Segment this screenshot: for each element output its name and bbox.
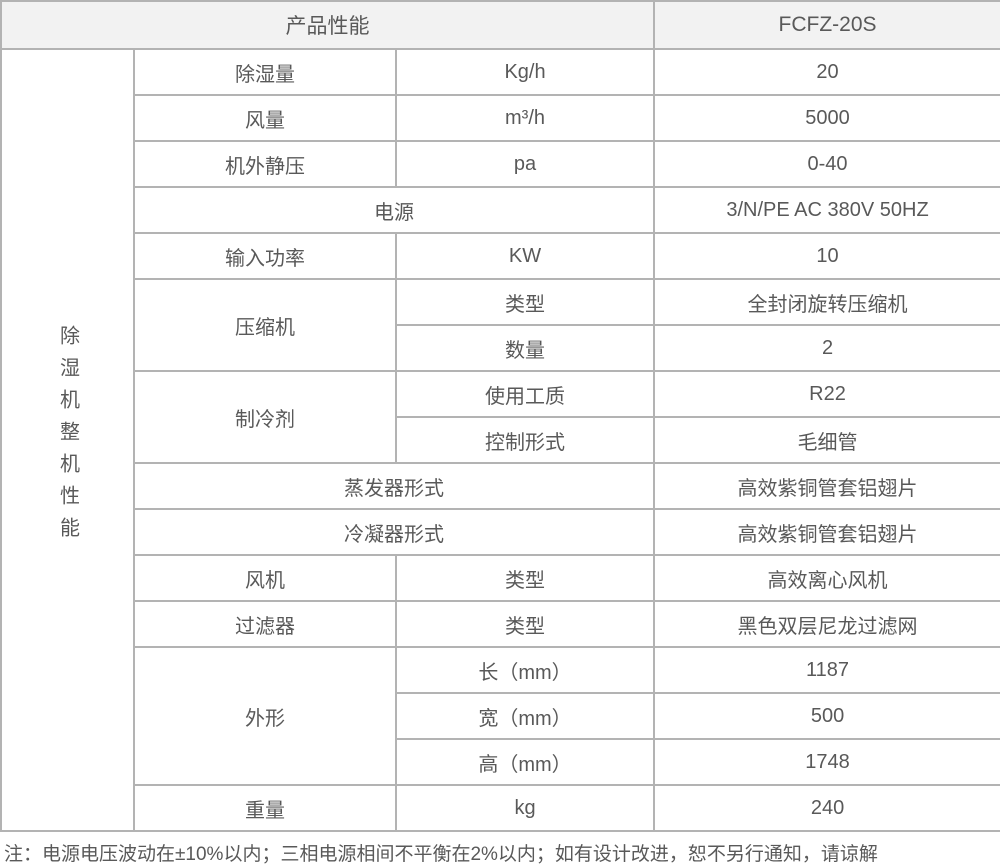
param-value: 240 xyxy=(653,784,1000,832)
header-product-performance: 产品性能 xyxy=(0,0,656,50)
param-label: 风机 xyxy=(133,554,397,602)
table-row: 压缩机 类型 全封闭旋转压缩机 xyxy=(1,278,1000,372)
param-unit: m³/h xyxy=(394,94,656,142)
param-unit: kg xyxy=(394,784,656,832)
param-value: 全封闭旋转压缩机 xyxy=(653,278,1000,326)
param-unit: pa xyxy=(394,140,656,188)
side-category-label: 除湿机整机性能 xyxy=(56,325,79,549)
table-row: 机外静压 pa 0-40 xyxy=(1,140,1000,188)
table-row: 输入功率 KW 10 xyxy=(1,232,1000,280)
param-label: 蒸发器形式 xyxy=(132,462,656,510)
table-row: 重量 kg 240 xyxy=(1,784,1000,832)
param-unit: 高（mm） xyxy=(394,738,656,786)
param-label: 机外静压 xyxy=(133,140,397,188)
param-unit: 类型 xyxy=(394,554,656,602)
param-label: 压缩机 xyxy=(133,278,397,372)
header-model: FCFZ-20S xyxy=(653,0,1000,50)
spec-table: 产品性能 FCFZ-20S 除湿机整机性能 除湿量 Kg/h 20 风量 m³/… xyxy=(0,0,1000,832)
param-label: 过滤器 xyxy=(133,600,397,648)
param-value: 1748 xyxy=(653,738,1000,786)
param-label: 冷凝器形式 xyxy=(132,508,656,556)
param-label: 电源 xyxy=(132,186,656,234)
param-unit: 类型 xyxy=(394,600,656,648)
table-row: 过滤器 类型 黑色双层尼龙过滤网 xyxy=(1,600,1000,648)
table-row: 蒸发器形式 高效紫铜管套铝翅片 xyxy=(1,462,1000,510)
param-value: 3/N/PE AC 380V 50HZ xyxy=(653,186,1000,234)
param-value: 高效离心风机 xyxy=(653,554,1000,602)
param-value: 高效紫铜管套铝翅片 xyxy=(653,462,1000,510)
param-value: 5000 xyxy=(653,94,1000,142)
param-unit: Kg/h xyxy=(394,48,656,96)
param-unit: 宽（mm） xyxy=(394,692,656,740)
param-value: 高效紫铜管套铝翅片 xyxy=(653,508,1000,556)
table-row: 除湿机整机性能 除湿量 Kg/h 20 xyxy=(0,48,1000,832)
table-row: 数量 2 xyxy=(1,324,1000,372)
param-value: 0-40 xyxy=(653,140,1000,188)
param-unit: KW xyxy=(394,232,656,280)
side-category-cell: 除湿机整机性能 xyxy=(0,48,135,832)
table-row: 外形 长（mm） 1187 xyxy=(1,646,1000,786)
header-row: 产品性能 FCFZ-20S xyxy=(0,0,1000,50)
param-value: 毛细管 xyxy=(653,416,1000,464)
param-value: 2 xyxy=(653,324,1000,372)
param-label: 重量 xyxy=(133,784,397,832)
param-label: 制冷剂 xyxy=(133,370,397,464)
param-label: 除湿量 xyxy=(133,48,397,96)
param-value: R22 xyxy=(653,370,1000,418)
param-label: 输入功率 xyxy=(133,232,397,280)
param-unit: 控制形式 xyxy=(394,416,656,464)
param-value: 10 xyxy=(653,232,1000,280)
footnote: 注：电源电压波动在±10%以内；三相电源相间不平衡在2%以内；如有设计改进，恕不… xyxy=(4,844,878,865)
param-unit: 使用工质 xyxy=(394,370,656,418)
param-unit: 长（mm） xyxy=(394,646,656,694)
table-row: 电源 3/N/PE AC 380V 50HZ xyxy=(1,186,1000,234)
table-row: 风量 m³/h 5000 xyxy=(1,94,1000,142)
param-value: 黑色双层尼龙过滤网 xyxy=(653,600,1000,648)
table-row: 风机 类型 高效离心风机 xyxy=(1,554,1000,602)
table-row: 冷凝器形式 高效紫铜管套铝翅片 xyxy=(1,508,1000,556)
table-row: 制冷剂 使用工质 R22 xyxy=(1,370,1000,464)
param-value: 500 xyxy=(653,692,1000,740)
param-value: 1187 xyxy=(653,646,1000,694)
param-unit: 数量 xyxy=(394,324,656,372)
param-unit: 类型 xyxy=(394,278,656,326)
param-label: 风量 xyxy=(133,94,397,142)
param-label: 外形 xyxy=(133,646,397,786)
param-value: 20 xyxy=(653,48,1000,96)
